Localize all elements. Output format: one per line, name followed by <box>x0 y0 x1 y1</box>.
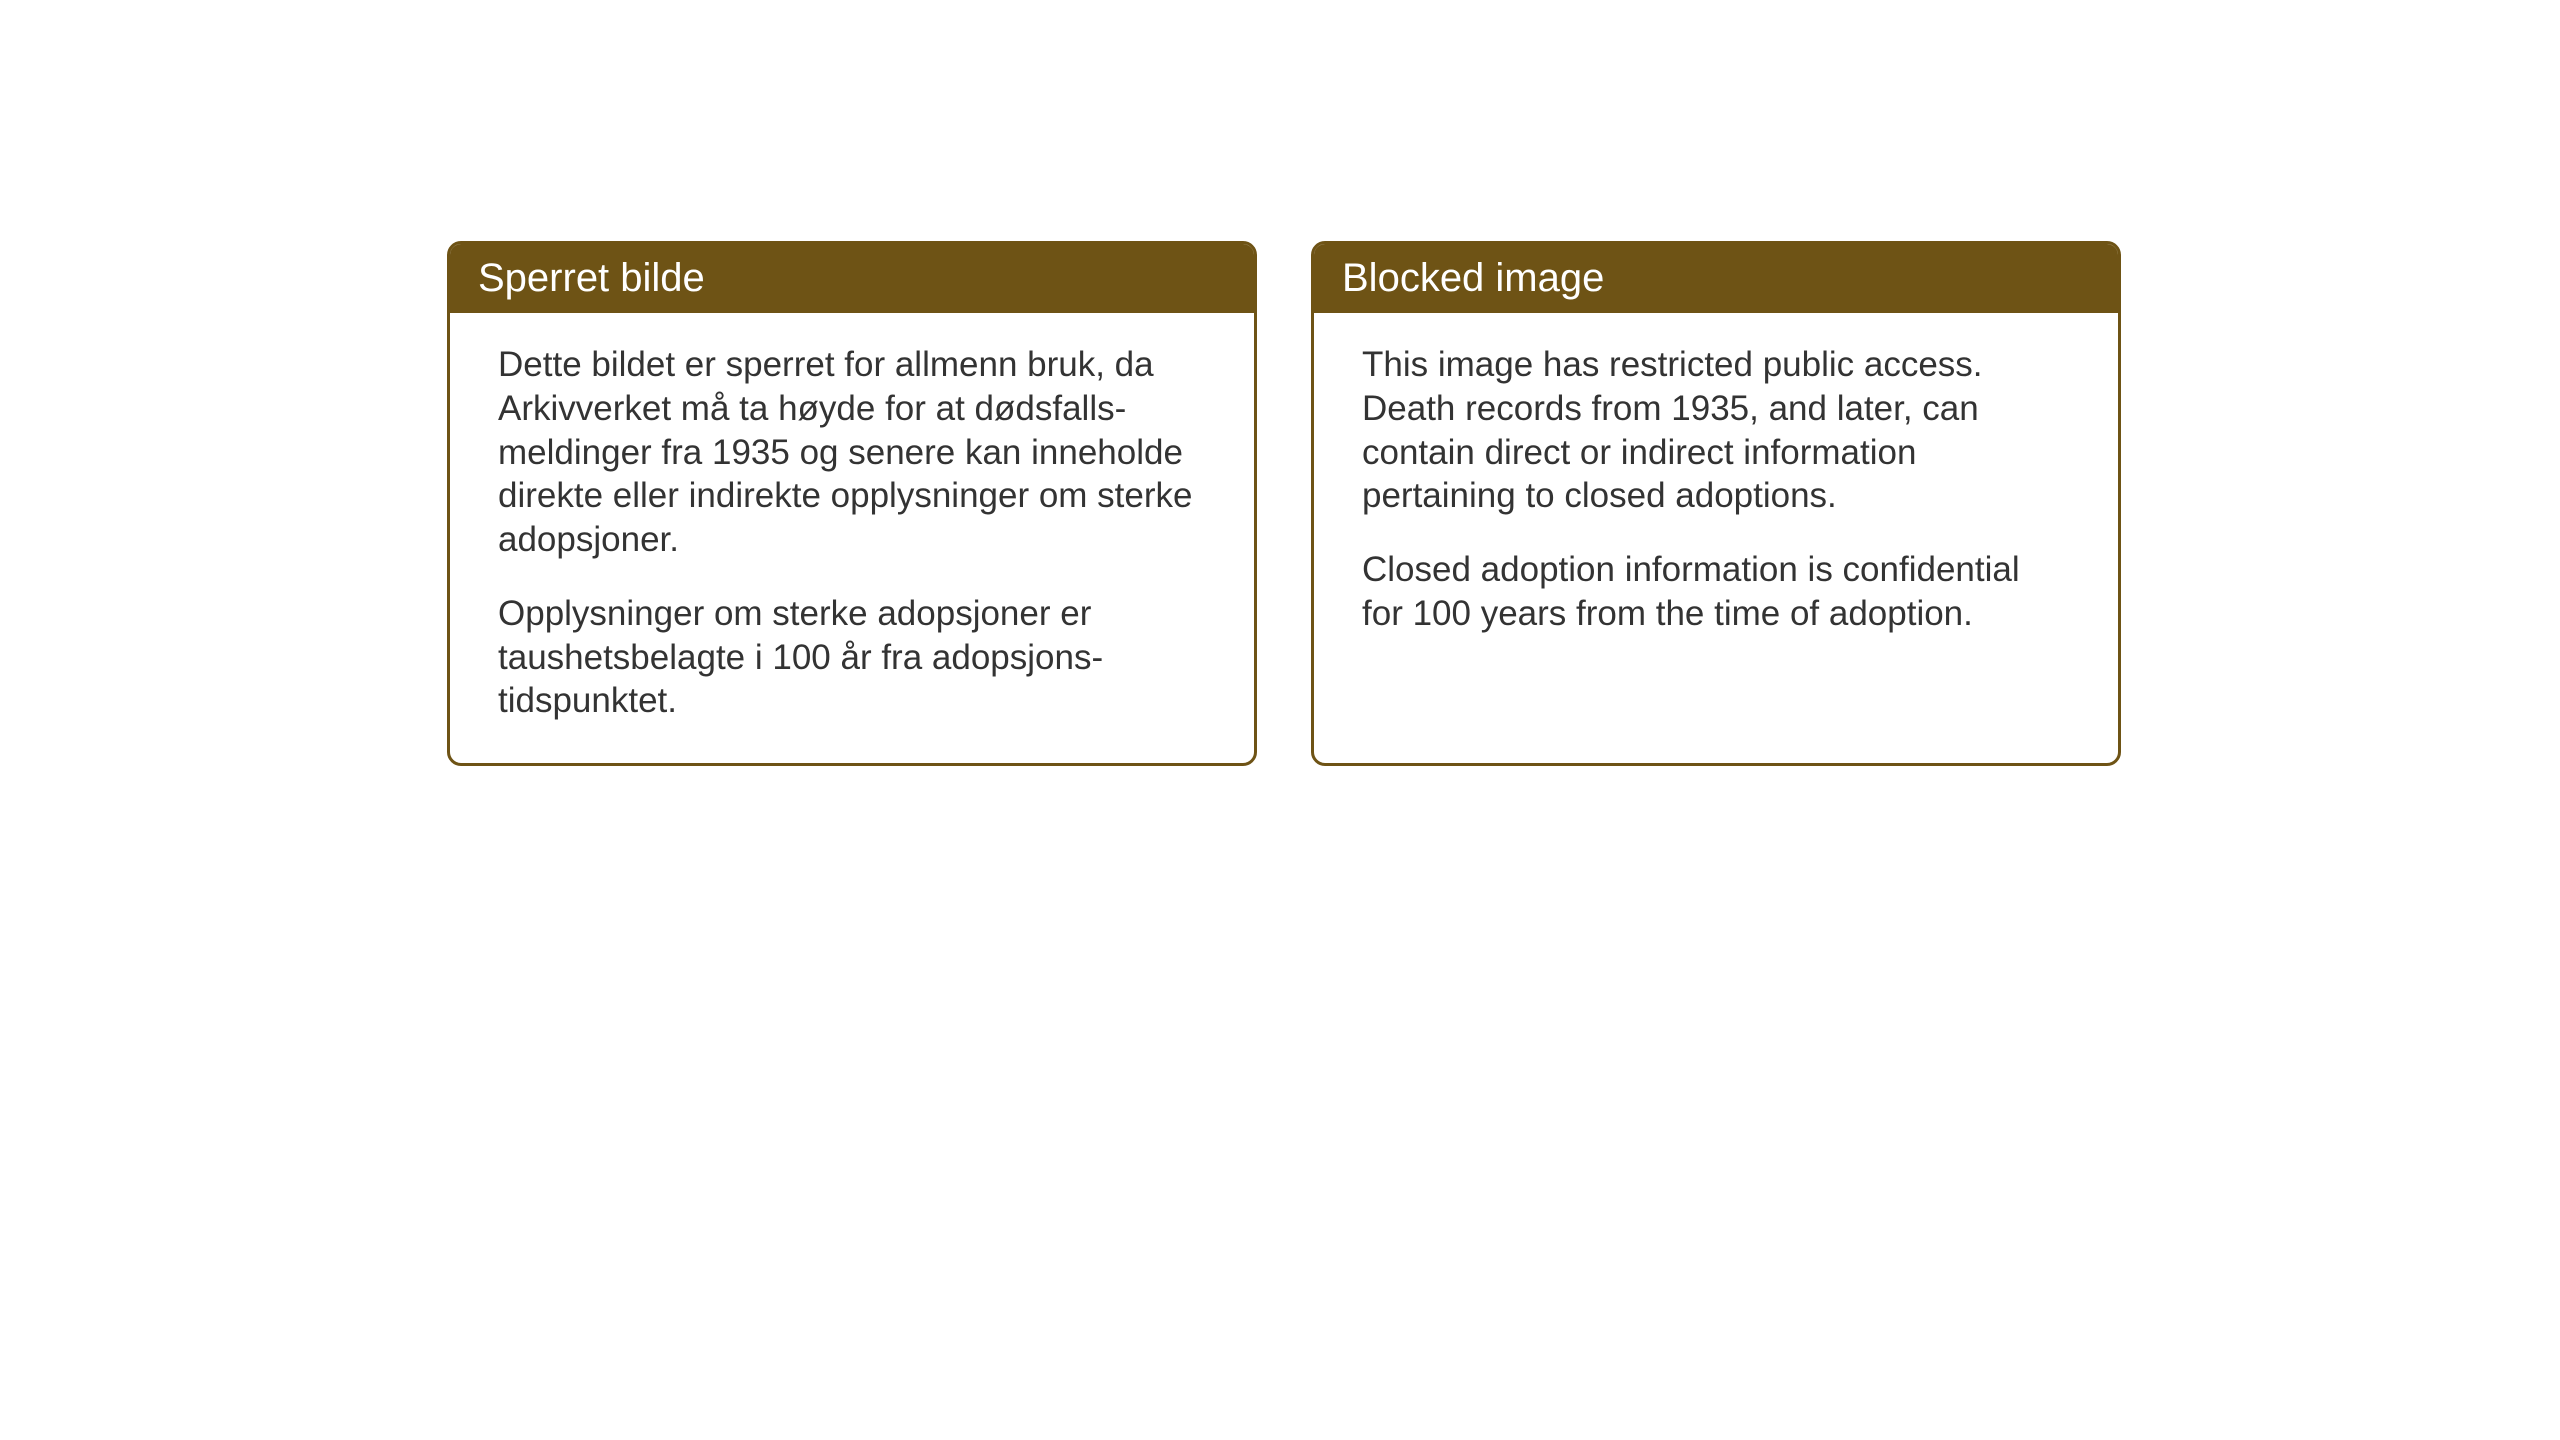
notice-body-norwegian: Dette bildet er sperret for allmenn bruk… <box>450 313 1254 763</box>
notice-paragraph-2-norwegian: Opplysninger om sterke adopsjoner er tau… <box>498 592 1206 723</box>
notice-header-norwegian: Sperret bilde <box>450 244 1254 313</box>
notices-container: Sperret bilde Dette bildet er sperret fo… <box>447 241 2121 766</box>
notice-box-english: Blocked image This image has restricted … <box>1311 241 2121 766</box>
notice-paragraph-1-norwegian: Dette bildet er sperret for allmenn bruk… <box>498 343 1206 562</box>
notice-title-english: Blocked image <box>1342 256 1604 300</box>
notice-header-english: Blocked image <box>1314 244 2118 313</box>
notice-paragraph-1-english: This image has restricted public access.… <box>1362 343 2070 518</box>
notice-box-norwegian: Sperret bilde Dette bildet er sperret fo… <box>447 241 1257 766</box>
notice-paragraph-2-english: Closed adoption information is confident… <box>1362 548 2070 636</box>
notice-title-norwegian: Sperret bilde <box>478 256 705 300</box>
notice-body-english: This image has restricted public access.… <box>1314 313 2118 676</box>
